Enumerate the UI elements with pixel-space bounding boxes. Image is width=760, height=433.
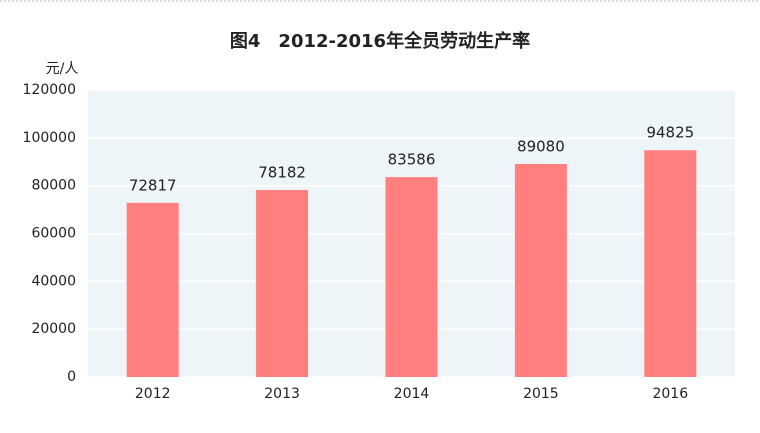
bar: [385, 177, 438, 377]
y-axis-label: 元/人: [46, 61, 79, 77]
x-tick-label: 2014: [394, 386, 430, 402]
value-label: 89080: [517, 137, 565, 155]
chart-title: 图4 2012-2016年全员劳动生产率: [230, 30, 530, 52]
x-tick-label: 2012: [135, 386, 171, 402]
bar: [126, 202, 179, 377]
y-tick-label: 20000: [31, 321, 76, 337]
bar: [644, 150, 697, 377]
y-tick-label: 60000: [31, 226, 76, 242]
x-tick-label: 2013: [264, 386, 300, 402]
y-tick-label: 80000: [31, 178, 76, 194]
y-tick-label: 40000: [31, 273, 76, 289]
y-tick-label: 100000: [23, 130, 76, 146]
x-tick-label: 2015: [523, 386, 559, 402]
bar: [256, 190, 309, 377]
value-label: 94825: [646, 124, 694, 142]
x-tick-label: 2016: [652, 386, 688, 402]
bar: [514, 163, 567, 377]
y-tick-label: 0: [67, 369, 76, 385]
y-tick-label: 120000: [23, 82, 76, 98]
value-label: 78182: [258, 164, 306, 182]
value-label: 72817: [129, 176, 177, 194]
value-label: 83586: [388, 151, 436, 169]
